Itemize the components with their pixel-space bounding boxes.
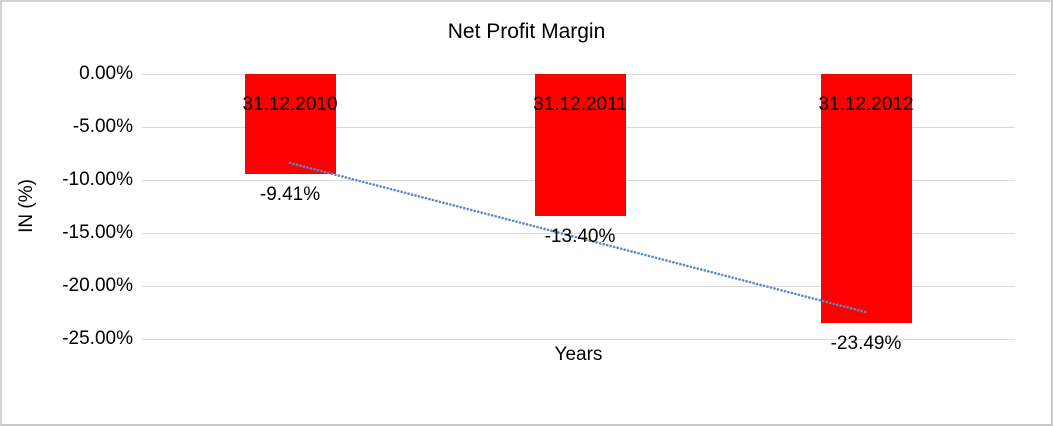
y-tick-label: -15.00% <box>62 222 133 243</box>
y-tick-label: -25.00% <box>62 328 133 349</box>
bar-value-label: -9.41% <box>259 183 321 205</box>
bar-value-label: -23.49% <box>830 332 902 354</box>
bar-category-label: 31.12.2010 <box>242 94 338 115</box>
bar <box>244 74 336 174</box>
x-axis-title: Years <box>554 344 603 365</box>
bar-category-label: 31.12.2012 <box>818 94 914 115</box>
bar-category-label: 31.12.2011 <box>533 94 627 115</box>
y-axis-title: IN (%) <box>16 179 37 233</box>
y-tick-label: -20.00% <box>62 275 133 296</box>
chart-title: Net Profit Margin <box>447 20 606 43</box>
y-tick-label: -10.00% <box>62 169 133 190</box>
y-tick-label: 0.00% <box>79 63 133 84</box>
y-tick-label: -5.00% <box>72 116 133 137</box>
bar-value-label: -13.40% <box>544 226 616 248</box>
gridline <box>142 338 1015 340</box>
